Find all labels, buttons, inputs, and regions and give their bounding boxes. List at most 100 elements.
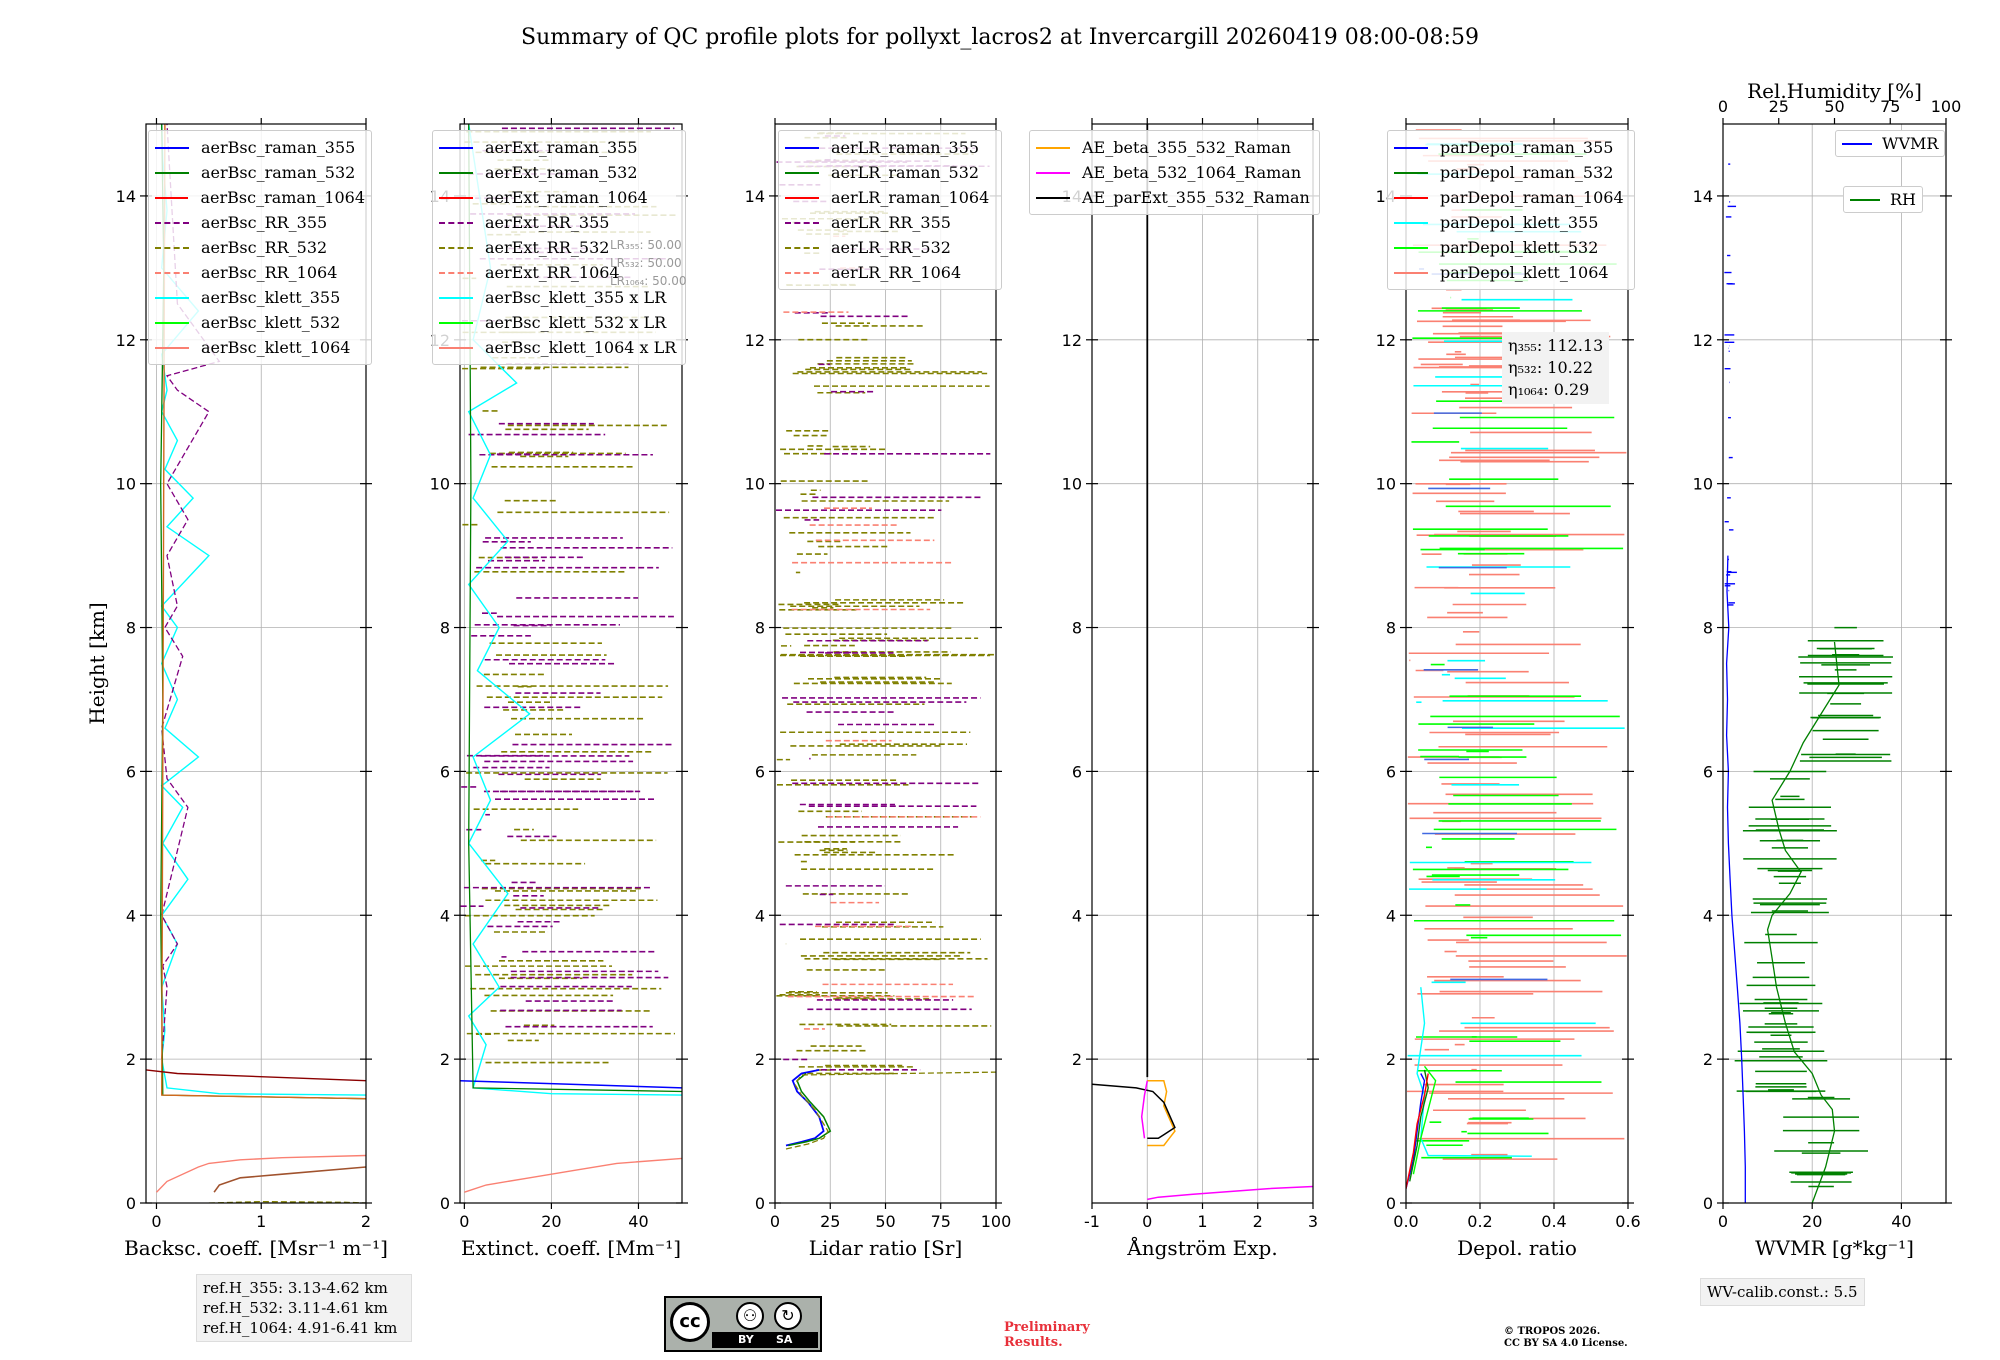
x-tick-label: 0.2 [1467,1212,1492,1231]
y-tick-label: 8 [1386,619,1396,638]
x-tick-label: 20 [1802,1212,1822,1231]
legend-label: aerBsc_raman_355 [201,138,356,157]
legend-entry: aerBsc_RR_1064 [155,260,365,285]
x-tick-label: 0 [151,1212,161,1231]
copyright-line-2: CC BY SA 4.0 License. [1504,1338,1628,1349]
series-line-bsc-1 [161,124,221,1060]
legend-label: aerBsc_klett_532 x LR [485,313,667,332]
eta-label: η₃₅₅: 112.13 [1508,336,1604,355]
ref-height-1064: ref.H_1064: 4.91-6.41 km [203,1319,398,1337]
legend-swatch [785,271,819,274]
legend-swatch [439,321,473,324]
y-tick-label: 12 [116,331,136,350]
legend-entry: parDepol_raman_532 [1394,160,1628,185]
y-tick-label: 2 [1072,1050,1082,1069]
top-x-tick-label: 100 [1931,97,1962,116]
legend-swatch [1394,221,1428,224]
legend-label: AE_beta_355_532_Raman [1082,138,1291,157]
series-line-wv-1 [1766,641,1840,1203]
y-tick-label: 6 [126,762,136,781]
legend-entry: aerBsc_RR_355 [155,210,365,235]
legend-entry: aerBsc_klett_532 [155,310,365,335]
legend-label: AE_beta_532_1064_Raman [1082,163,1302,182]
y-tick-label: 10 [430,475,450,494]
legend-entry: aerLR_raman_532 [785,160,995,185]
legend-swatch [155,271,189,274]
legend-label: aerExt_RR_355 [485,213,610,232]
legend-entry: aerLR_RR_355 [785,210,995,235]
legend-label: parDepol_klett_355 [1440,213,1599,232]
ref-height-355: ref.H_355: 3.13-4.62 km [203,1279,388,1297]
figure-title: Summary of QC profile plots for pollyxt_… [521,25,1479,50]
legend-swatch [155,296,189,299]
lr-annotation: LR₃₅₅: 50.00 LR₅₃₂: 50.00 LR₁₀₆₄: 50.00 [610,236,686,290]
top-x-axis-label: Rel.Humidity [%] [1747,79,1922,103]
y-tick-label: 2 [1386,1050,1396,1069]
legend-swatch [1394,271,1428,274]
x-tick-label: 40 [1891,1212,1911,1231]
series-line-depol-3 [1406,1073,1429,1189]
legend-lr: aerLR_raman_355 aerLR_raman_532 aerLR_rama… [778,130,1002,290]
legend-entry: parDepol_klett_1064 [1394,260,1628,285]
y-tick-label: 8 [126,619,136,638]
top-x-tick-label: 25 [1769,97,1789,116]
legend-entry: aerBsc_raman_1064 [155,185,365,210]
x-tick-label: 50 [875,1212,895,1231]
y-tick-label: 4 [755,906,765,925]
legend-entry: aerExt_RR_355 [439,210,679,235]
legend-entry: aerExt_RR_1064 [439,260,679,285]
x-tick-label: -1 [1084,1212,1100,1231]
eta-annotation: η₃₅₅: 112.13 η₅₃₂: 10.22 η₁₀₆₄: 0.29 [1502,332,1610,404]
legend-swatch [785,196,819,199]
legend-entry: aerBsc_klett_1064 [155,335,365,360]
legend-label: AE_parExt_355_532_Raman [1082,188,1310,207]
legend-swatch [1036,196,1070,199]
series-line-ext-1 [460,1079,682,1089]
y-tick-label: 8 [1703,619,1713,638]
legend-swatch [155,221,189,224]
axes-frame [1405,123,1629,1204]
x-axis-label: Backsc. coeff. [Msr⁻¹ m⁻¹] [124,1236,388,1260]
legend-swatch [1036,146,1070,149]
license-strip: BY SA [712,1332,818,1348]
copyright-note: © TROPOS 2026. CC BY SA 4.0 License. [1504,1326,1628,1350]
y-tick-label: 0 [755,1194,765,1213]
legend-swatch [439,171,473,174]
legend-label: aerExt_raman_355 [485,138,638,157]
legend-swatch [155,246,189,249]
copyright-line-1: © TROPOS 2026. [1504,1326,1601,1337]
x-tick-label: 0.0 [1393,1212,1418,1231]
legend-swatch [1394,196,1428,199]
x-tick-label: 75 [931,1212,951,1231]
cc-icon: cc [670,1302,710,1342]
series-line-ae-4 [1140,1080,1149,1139]
y-tick-label: 12 [1376,331,1396,350]
y-tick-label: 4 [126,906,136,925]
series-line-ae-1 [1147,1079,1176,1147]
legend-label: aerExt_raman_1064 [485,188,648,207]
legend-entry: parDepol_raman_355 [1394,135,1628,160]
x-tick-label: 0.6 [1615,1212,1640,1231]
y-tick-label: 10 [1376,475,1396,494]
y-tick-label: 2 [755,1050,765,1069]
y-tick-label: 10 [1693,475,1713,494]
legend-swatch [155,146,189,149]
preliminary-note: Preliminary Results. [1004,1320,1090,1350]
y-tick-label: 6 [1386,762,1396,781]
plot-area-ae [1092,124,1313,1201]
legend-entry: parDepol_klett_355 [1394,210,1628,235]
y-tick-label: 4 [1703,906,1713,925]
y-tick-label: 2 [440,1050,450,1069]
legend-label: aerLR_RR_532 [831,238,951,257]
y-tick-label: 10 [116,475,136,494]
legend-swatch [1842,142,1872,145]
y-tick-label: 6 [1072,762,1082,781]
y-tick-label: 4 [440,906,450,925]
legend-entry: aerBsc_klett_355 x LR [439,285,679,310]
top-x-tick-label: 75 [1880,97,1900,116]
legend-swatch [155,346,189,349]
y-tick-label: 12 [1693,331,1713,350]
legend-swatch [785,246,819,249]
x-tick-label: 0 [459,1212,469,1231]
top-x-tick-label: 50 [1824,97,1844,116]
